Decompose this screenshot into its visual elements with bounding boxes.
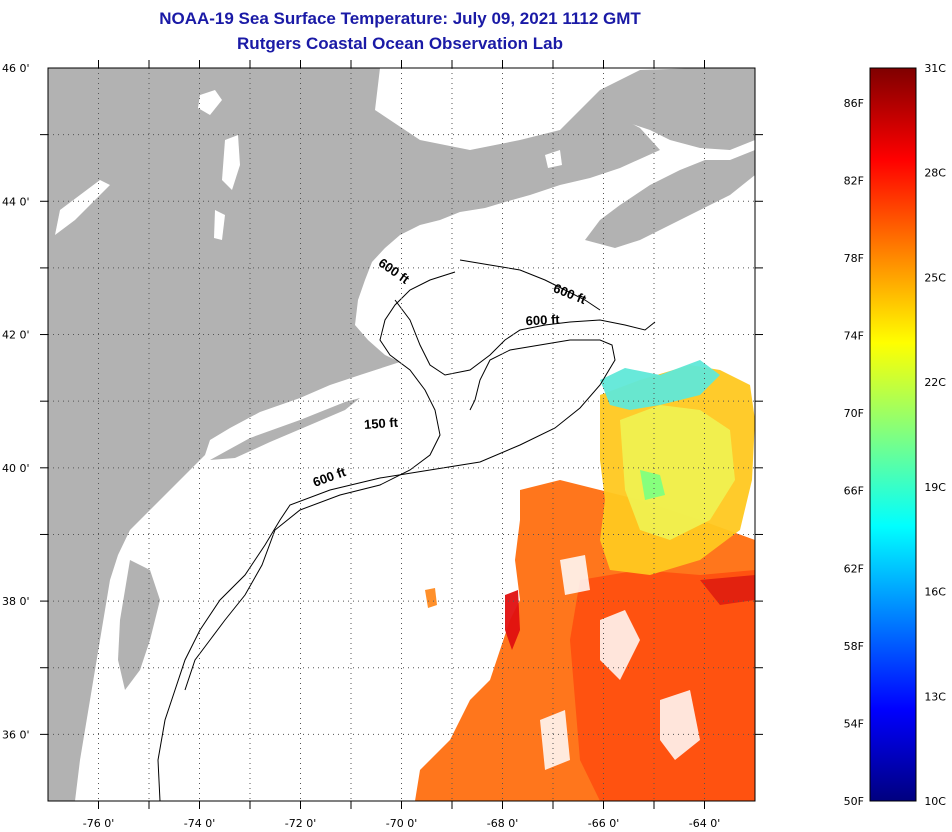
lake-1 xyxy=(198,90,222,115)
land-new-brunswick xyxy=(560,68,755,150)
colorbar-c-label: 22C xyxy=(924,376,946,389)
colorbar-f-label: 54F xyxy=(844,717,864,730)
contour-600ft-gulf xyxy=(394,299,656,376)
colorbar-f-label: 78F xyxy=(844,252,864,265)
colorbar-f-label: 74F xyxy=(844,330,864,343)
contour-150ft xyxy=(184,271,456,691)
temperature-colorbar: 50F 54F 58F 62F 66F 70F 74F 78F 82F 86F 10C 13C 16C 1… xyxy=(844,62,947,808)
lon-tick-label: -68 0' xyxy=(487,817,519,830)
contour-depth-label: 150 ft xyxy=(364,415,400,432)
land-us-northeast xyxy=(48,68,660,801)
lat-tick-label: 42 0' xyxy=(2,329,30,342)
colorbar-f-label: 70F xyxy=(844,407,864,420)
colorbar-c-label: 25C xyxy=(924,271,946,284)
colorbar-gradient xyxy=(869,67,917,802)
lake-4 xyxy=(55,180,110,235)
sst-map: -76 0' -74 0' -72 0' -70 0' -68 0' -66 0' -64 … xyxy=(2,60,763,830)
cloud-gap-4 xyxy=(540,710,570,770)
sst-patch-warm-east xyxy=(570,570,755,801)
sst-patch-cyan-2 xyxy=(640,470,665,500)
lon-tick-label: -74 0' xyxy=(184,817,216,830)
lon-tick-label: -66 0' xyxy=(588,817,620,830)
colorbar-f-label: 62F xyxy=(844,562,864,575)
contour-depth-label: 600 ft xyxy=(525,312,560,329)
lon-tick-label: -70 0' xyxy=(386,817,418,830)
lat-tick-label: 46 0' xyxy=(2,62,30,75)
colorbar-c-label: 19C xyxy=(924,481,946,494)
lat-tick-label: 38 0' xyxy=(2,595,30,608)
colorbar-f-label: 58F xyxy=(844,640,864,653)
sst-patch-red-east xyxy=(700,575,755,605)
colorbar-f-label: 86F xyxy=(844,97,864,110)
sst-patch-cyan xyxy=(600,360,720,410)
lake-2 xyxy=(222,135,240,190)
colorbar-f-label: 66F xyxy=(844,485,864,498)
lake-3 xyxy=(214,210,225,240)
lat-tick-label: 40 0' xyxy=(2,462,30,475)
land-long-island xyxy=(210,398,360,460)
map-subtitle: Rutgers Coastal Ocean Observation Lab xyxy=(237,34,563,53)
cloud-gap-2 xyxy=(560,555,590,595)
contour-gulf-inner xyxy=(459,259,601,311)
lat-tick-label: 36 0' xyxy=(2,728,30,741)
sst-patch-yellow-light xyxy=(620,405,735,540)
colorbar-c-label: 16C xyxy=(924,586,946,599)
colorbar-f-label: 82F xyxy=(844,174,864,187)
lon-tick-label: -76 0' xyxy=(83,817,115,830)
land-delmarva xyxy=(118,560,160,690)
contour-600ft-shelf xyxy=(157,339,616,801)
lon-tick-label: -72 0' xyxy=(285,817,317,830)
cloud-gap-3 xyxy=(660,690,700,760)
lat-tick-label: 44 0' xyxy=(2,195,30,208)
map-title: NOAA-19 Sea Surface Temperature: July 09… xyxy=(159,9,641,28)
sst-patch-orange-small xyxy=(425,588,437,608)
sst-patch-red xyxy=(505,590,520,650)
land-nova-scotia xyxy=(585,150,755,248)
colorbar-c-label: 28C xyxy=(924,167,946,180)
colorbar-c-label: 10C xyxy=(924,795,946,808)
colorbar-f-label: 50F xyxy=(844,795,864,808)
lon-tick-label: -64 0' xyxy=(689,817,721,830)
colorbar-c-label: 13C xyxy=(924,690,946,703)
colorbar-c-label: 31C xyxy=(924,62,946,75)
cloud-gap-1 xyxy=(600,610,640,680)
